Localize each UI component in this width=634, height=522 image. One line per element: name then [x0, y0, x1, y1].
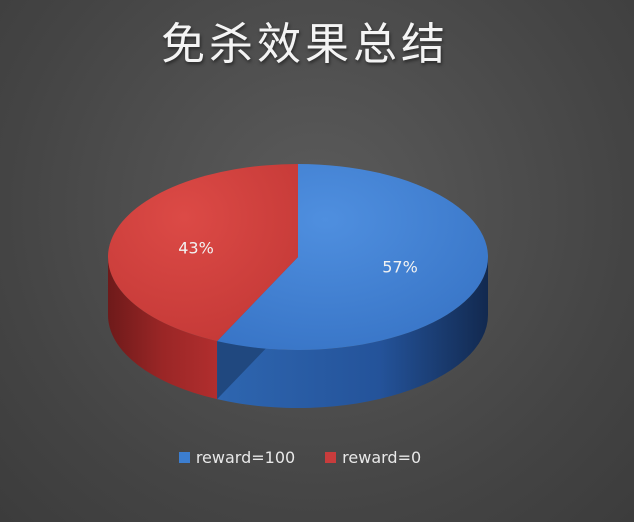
- legend-item-reward-100: reward=100: [178, 448, 296, 467]
- chart-legend: reward=100 reward=0: [0, 448, 600, 467]
- pie-side-1: [108, 257, 218, 400]
- pie-slice-0: [217, 164, 488, 351]
- legend-label: reward=0: [342, 448, 422, 467]
- legend-swatch-blue: [178, 452, 190, 463]
- data-label-0: 57%: [382, 258, 418, 277]
- chart-title: 免杀效果总结: [161, 19, 449, 70]
- data-label-1: 43%: [178, 238, 214, 257]
- pie-slice-1: [107, 163, 298, 342]
- legend-item-reward-0: reward=0: [325, 448, 421, 467]
- pie-side-0: [217, 257, 488, 409]
- legend-swatch-red: [325, 452, 337, 463]
- legend-label: reward=100: [195, 448, 296, 467]
